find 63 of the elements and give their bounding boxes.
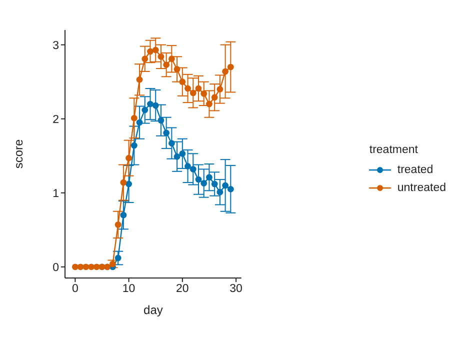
point <box>216 188 224 196</box>
x-tick-label: 0 <box>72 283 78 296</box>
y-tick-label: 1 <box>52 188 59 200</box>
point <box>136 119 143 126</box>
point <box>82 264 90 270</box>
point <box>136 76 143 83</box>
point <box>130 114 138 122</box>
point <box>216 86 224 92</box>
point <box>158 53 164 60</box>
point <box>200 90 208 97</box>
point <box>114 222 122 228</box>
point <box>190 90 196 96</box>
point <box>120 179 127 186</box>
x-tick-label: 10 <box>122 283 136 296</box>
point <box>174 153 180 160</box>
point <box>130 142 138 149</box>
point <box>93 264 100 270</box>
y-tick-label: 3 <box>52 40 59 52</box>
point <box>184 85 191 92</box>
point <box>168 56 175 62</box>
point <box>195 85 202 92</box>
point <box>163 130 170 136</box>
point <box>72 264 78 270</box>
point <box>211 94 218 101</box>
point <box>120 212 127 218</box>
point <box>206 174 212 181</box>
point <box>174 66 180 72</box>
point <box>200 180 208 186</box>
point <box>163 62 170 68</box>
point <box>77 264 84 270</box>
point <box>227 186 234 192</box>
point <box>147 100 154 108</box>
legend-label: treated <box>397 164 434 176</box>
x-tick-label: 20 <box>176 283 189 296</box>
point <box>195 176 202 183</box>
point <box>114 254 122 262</box>
y-tick-label: 0 <box>52 262 59 274</box>
point <box>206 100 212 108</box>
point <box>126 180 132 188</box>
point <box>110 260 116 268</box>
point <box>142 56 148 62</box>
point <box>184 163 191 170</box>
point <box>147 48 154 55</box>
point <box>152 102 159 109</box>
point <box>168 140 175 146</box>
legend-label: untreated <box>397 182 446 194</box>
point <box>211 180 218 188</box>
point <box>126 154 132 162</box>
x-tick-label: 30 <box>230 283 242 296</box>
point <box>179 78 186 86</box>
point <box>179 150 186 157</box>
y-tick-label: 2 <box>52 114 59 126</box>
point <box>88 264 94 270</box>
y-axis-title: score <box>11 139 26 169</box>
point <box>222 68 229 75</box>
point <box>227 64 234 70</box>
point <box>158 117 164 124</box>
point <box>152 46 159 54</box>
x-axis-title: day <box>144 303 163 317</box>
legend-title: treatment <box>369 144 419 156</box>
point <box>142 106 148 114</box>
point <box>190 166 196 172</box>
point <box>222 182 229 189</box>
